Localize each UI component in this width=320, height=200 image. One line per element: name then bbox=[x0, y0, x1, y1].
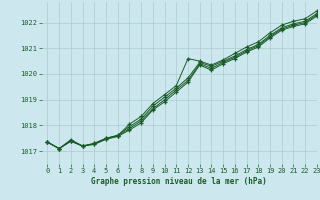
X-axis label: Graphe pression niveau de la mer (hPa): Graphe pression niveau de la mer (hPa) bbox=[91, 177, 267, 186]
